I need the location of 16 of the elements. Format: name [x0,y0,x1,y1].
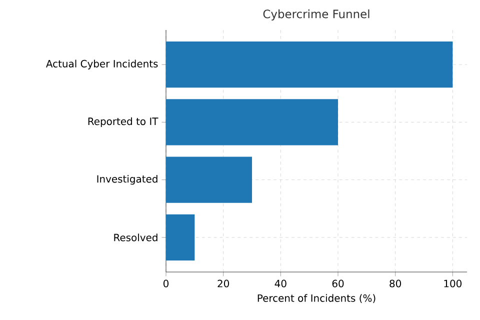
bar [166,99,338,146]
y-tick-label: Resolved [114,234,158,242]
x-tick-label: 40 [274,280,286,288]
bar [166,42,453,88]
y-tick-label: Actual Cyber Incidents [46,60,158,70]
x-tick-label: 20 [218,280,230,288]
x-tick-label: 100 [444,280,462,288]
chart-title: Cybercrime Funnel [263,9,370,20]
bar [166,214,195,260]
y-tick-label: Investigated [97,174,158,185]
bar [166,156,252,203]
x-tick-label: 60 [332,280,344,288]
x-tick-label: 0 [163,280,169,288]
x-tick-label: 80 [390,280,402,288]
x-axis-title: Percent of Incidents (%) [258,294,376,304]
y-tick-label: Reported to IT [88,117,158,128]
